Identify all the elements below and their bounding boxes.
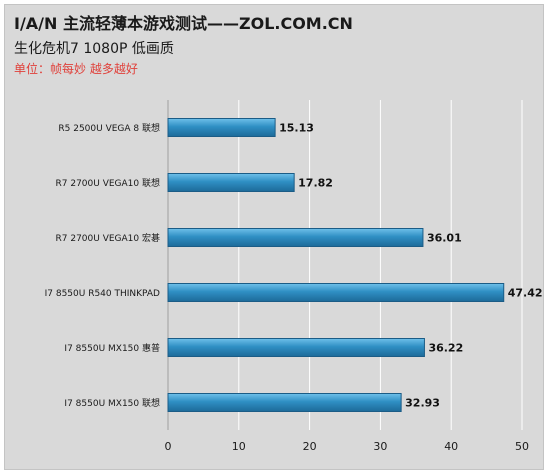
bar [167, 228, 424, 247]
bar [167, 118, 276, 137]
category-label: I7 8550U R540 THINKPAD [45, 289, 160, 299]
bars-layer [167, 118, 505, 412]
x-tick-label: 0 [165, 440, 172, 453]
x-ticks-layer: 0 10 20 30 40 50 [165, 440, 530, 453]
grid-layer [238, 100, 523, 430]
category-label: R7 2700U VEGA10 联想 [56, 177, 160, 189]
x-tick-label: 20 [303, 440, 317, 453]
bar [167, 173, 295, 192]
bar [167, 283, 505, 302]
value-label: 36.22 [428, 342, 463, 355]
x-tick-label: 30 [373, 440, 387, 453]
value-label: 15.13 [279, 122, 314, 135]
category-label: I7 8550U MX150 联想 [64, 397, 160, 409]
chart-title: I/A/N 主流轻薄本游戏测试——ZOL.COM.CN [14, 14, 353, 33]
unit-note: 单位：帧每妙 越多越好 [14, 62, 138, 76]
x-tick-label: 40 [444, 440, 458, 453]
value-label: 17.82 [298, 177, 333, 190]
x-tick-label: 10 [232, 440, 246, 453]
category-label: R5 2500U VEGA 8 联想 [58, 122, 160, 134]
chart-subtitle: 生化危机7 1080P 低画质 [14, 41, 174, 57]
labels-layer: R5 2500U VEGA 8 联想 15.13 R7 2700U VEGA10 联… [45, 122, 543, 410]
x-tick-label: 50 [515, 440, 529, 453]
value-label: 32.93 [405, 397, 440, 410]
category-label: I7 8550U MX150 惠普 [64, 342, 160, 354]
bar [167, 393, 402, 412]
category-label: R7 2700U VEGA10 宏碁 [56, 232, 160, 244]
bar [167, 338, 425, 357]
value-label: 36.01 [427, 232, 462, 245]
value-label: 47.42 [508, 287, 543, 300]
